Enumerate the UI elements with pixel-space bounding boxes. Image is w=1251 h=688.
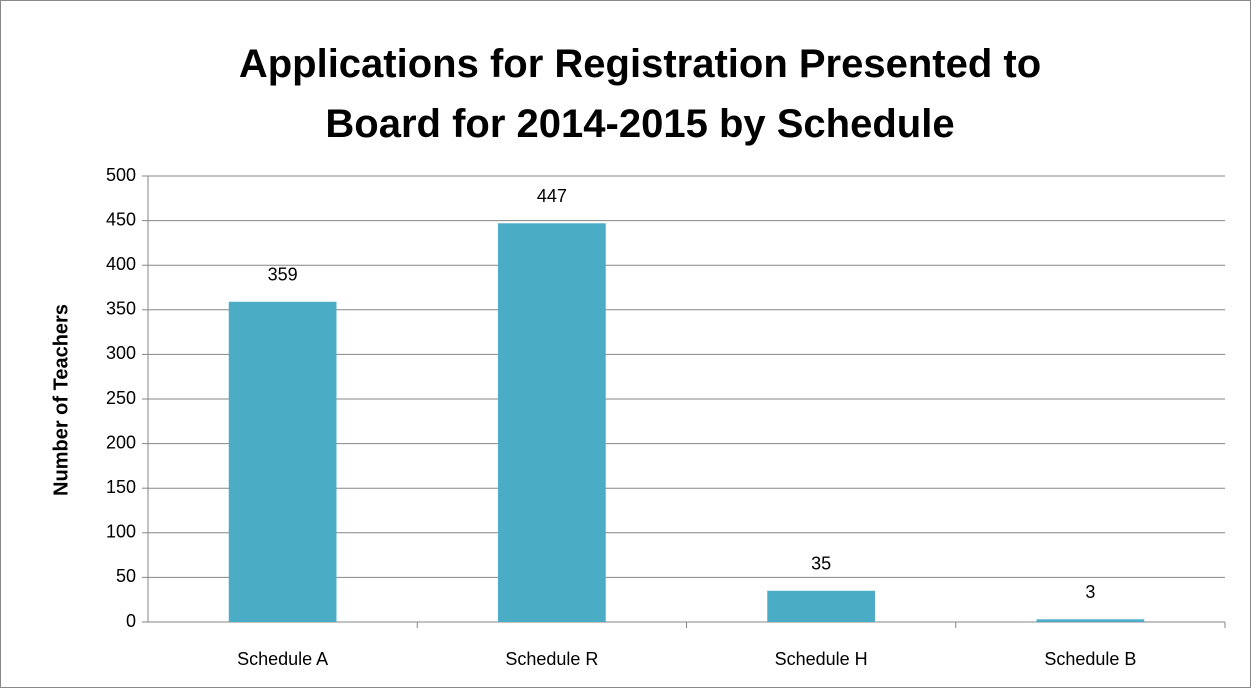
y-tick-label: 100 xyxy=(106,522,136,542)
bar xyxy=(498,223,606,622)
data-label: 3 xyxy=(1085,582,1095,602)
chart-title: Applications for Registration Presented … xyxy=(238,42,1042,146)
data-label: 447 xyxy=(537,186,567,206)
y-axis-label: Number of Teachers xyxy=(50,304,72,496)
x-tick-label: Schedule R xyxy=(505,649,598,669)
y-tick-label: 400 xyxy=(106,254,136,274)
data-label: 359 xyxy=(268,265,298,285)
data-label: 35 xyxy=(811,554,831,574)
y-tick-label: 250 xyxy=(106,388,136,408)
y-tick-label: 200 xyxy=(106,432,136,452)
bar xyxy=(767,590,875,622)
y-tick-label: 450 xyxy=(106,209,136,229)
bar xyxy=(1036,619,1145,622)
y-tick-label: 150 xyxy=(106,477,136,497)
x-tick-label: Schedule H xyxy=(775,649,868,669)
y-tick-label: 500 xyxy=(106,165,136,185)
y-tick-label: 350 xyxy=(106,299,136,319)
y-tick-label: 300 xyxy=(106,343,136,363)
y-tick-label: 50 xyxy=(116,566,136,586)
x-tick-label: Schedule B xyxy=(1044,649,1136,669)
bar xyxy=(228,301,337,622)
x-tick-label: Schedule A xyxy=(237,649,328,669)
y-tick-label: 0 xyxy=(126,611,136,631)
